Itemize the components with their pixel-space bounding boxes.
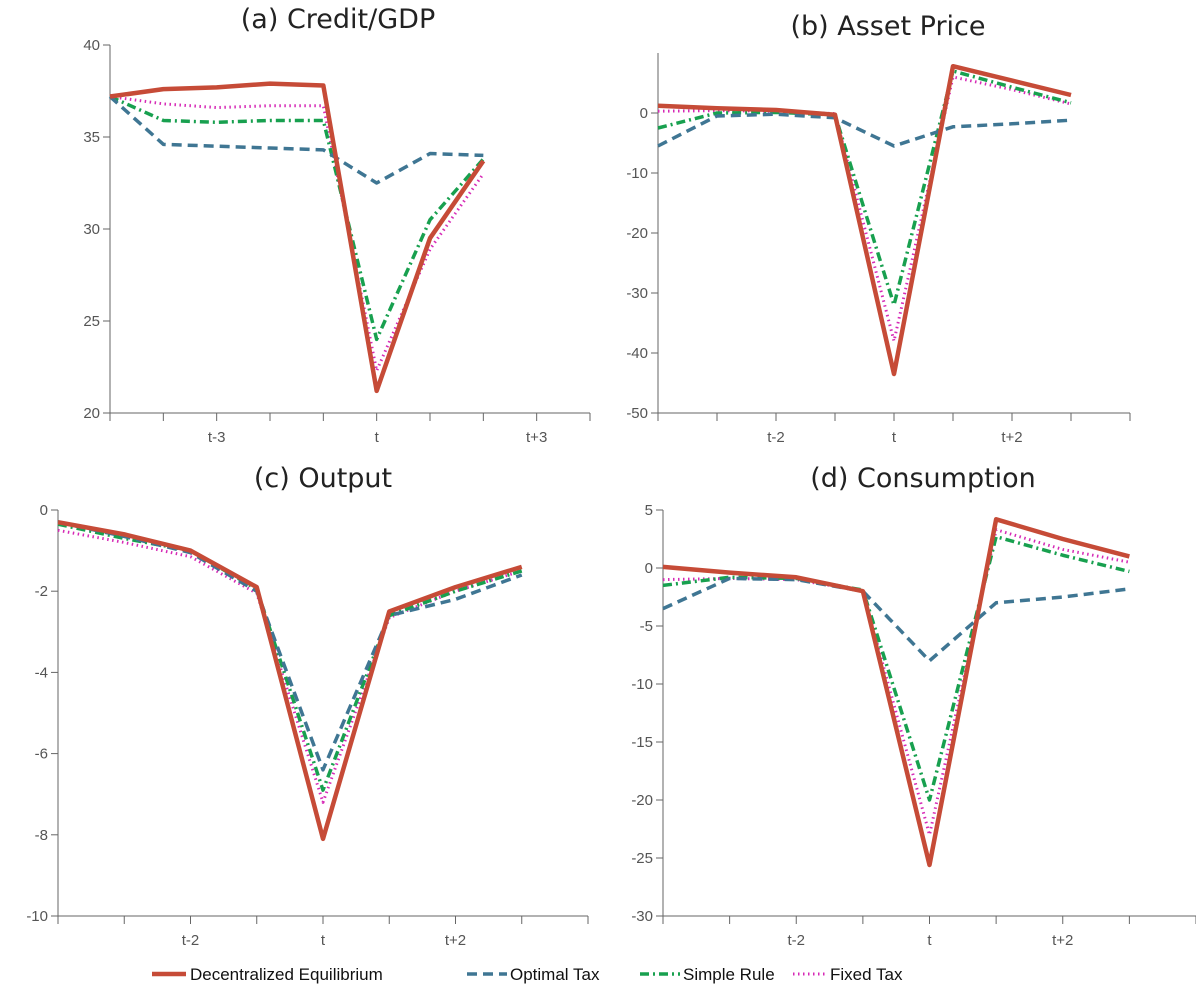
x-tick-label: t bbox=[892, 429, 897, 446]
series-line-fixed bbox=[662, 528, 1130, 837]
series-line-optimal bbox=[57, 520, 523, 772]
y-tick-label: 40 bbox=[83, 37, 100, 54]
y-tick-label: -10 bbox=[631, 676, 653, 693]
y-tick-label: -6 bbox=[35, 746, 48, 763]
y-tick-label: -20 bbox=[631, 792, 653, 809]
x-tick-label: t-2 bbox=[787, 932, 805, 949]
y-tick-label: 0 bbox=[645, 560, 653, 577]
y-tick-label: -20 bbox=[626, 225, 648, 242]
series-line-simple bbox=[109, 94, 485, 342]
panel-asset-price: (b) Asset Price -50 -40 -30 -20 -10 0 t-2 t t+2 bbox=[626, 11, 1131, 446]
y-tick-label: -25 bbox=[631, 850, 653, 867]
series-line-decentralized bbox=[662, 517, 1130, 868]
series-line-optimal bbox=[662, 576, 1130, 663]
legend-label-simple: Simple Rule bbox=[683, 965, 775, 984]
series-line-fixed bbox=[109, 95, 485, 373]
series-line-optimal bbox=[657, 112, 1072, 148]
series-line-decentralized bbox=[109, 81, 486, 394]
panel-title: (a) Credit/GDP bbox=[241, 4, 435, 35]
legend-label-optimal: Optimal Tax bbox=[510, 965, 600, 984]
legend-label-decentralized: Decentralized Equilibrium bbox=[190, 965, 383, 984]
y-tick-label: 5 bbox=[645, 502, 653, 519]
panel-title: (c) Output bbox=[254, 463, 392, 494]
y-tick-label: 0 bbox=[640, 105, 648, 122]
y-tick-label: 35 bbox=[83, 129, 100, 146]
legend-label-fixed: Fixed Tax bbox=[830, 965, 903, 984]
panel-title: (d) Consumption bbox=[810, 463, 1036, 494]
x-tick-label: t+2 bbox=[1001, 429, 1022, 446]
y-tick-label: -30 bbox=[631, 908, 653, 925]
x-tick-label: t-3 bbox=[208, 429, 226, 446]
y-tick-label: -8 bbox=[35, 827, 48, 844]
panel-output: (c) Output -10 -8 -6 -4 -2 0 t-2 t t+2 bbox=[26, 463, 589, 949]
y-tick-label: -50 bbox=[626, 405, 648, 422]
series-line-fixed bbox=[57, 528, 523, 804]
x-tick-label: t bbox=[321, 932, 326, 949]
x-tick-label: t bbox=[375, 429, 380, 446]
x-tick-label: t-2 bbox=[767, 429, 785, 446]
y-tick-label: 0 bbox=[40, 502, 48, 519]
y-tick-label: -10 bbox=[626, 165, 648, 182]
y-tick-label: -10 bbox=[26, 908, 48, 925]
series-line-simple bbox=[657, 69, 1072, 307]
series-line-optimal bbox=[108, 95, 484, 185]
x-tick-label: t bbox=[927, 932, 932, 949]
series-line-simple bbox=[662, 534, 1130, 802]
x-tick-label: t+2 bbox=[445, 932, 466, 949]
series-line-simple bbox=[57, 522, 523, 792]
panel-title: (b) Asset Price bbox=[790, 11, 985, 42]
y-tick-label: -40 bbox=[626, 345, 648, 362]
x-tick-label: t-2 bbox=[182, 932, 200, 949]
y-tick-label: 25 bbox=[83, 313, 100, 330]
y-tick-label: -15 bbox=[631, 734, 653, 751]
series-line-decentralized bbox=[57, 519, 523, 842]
x-tick-label: t+2 bbox=[1052, 932, 1073, 949]
legend: Decentralized Equilibrium Optimal Tax Simp… bbox=[152, 965, 903, 984]
panel-credit-gdp: (a) Credit/GDP 20 25 30 35 40 t-3 t t+3 bbox=[83, 4, 591, 446]
y-tick-label: 20 bbox=[83, 405, 100, 422]
y-tick-label: -2 bbox=[35, 583, 48, 600]
y-tick-label: -5 bbox=[640, 618, 653, 635]
panel-consumption: (d) Consumption -30 -25 -20 -15 -10 -5 0 5 t-2 t t… bbox=[631, 463, 1196, 949]
y-tick-label: -30 bbox=[626, 285, 648, 302]
x-tick-label: t+3 bbox=[526, 429, 547, 446]
y-tick-label: 30 bbox=[83, 221, 100, 238]
y-tick-label: -4 bbox=[35, 664, 48, 681]
series-line-decentralized bbox=[657, 63, 1072, 377]
